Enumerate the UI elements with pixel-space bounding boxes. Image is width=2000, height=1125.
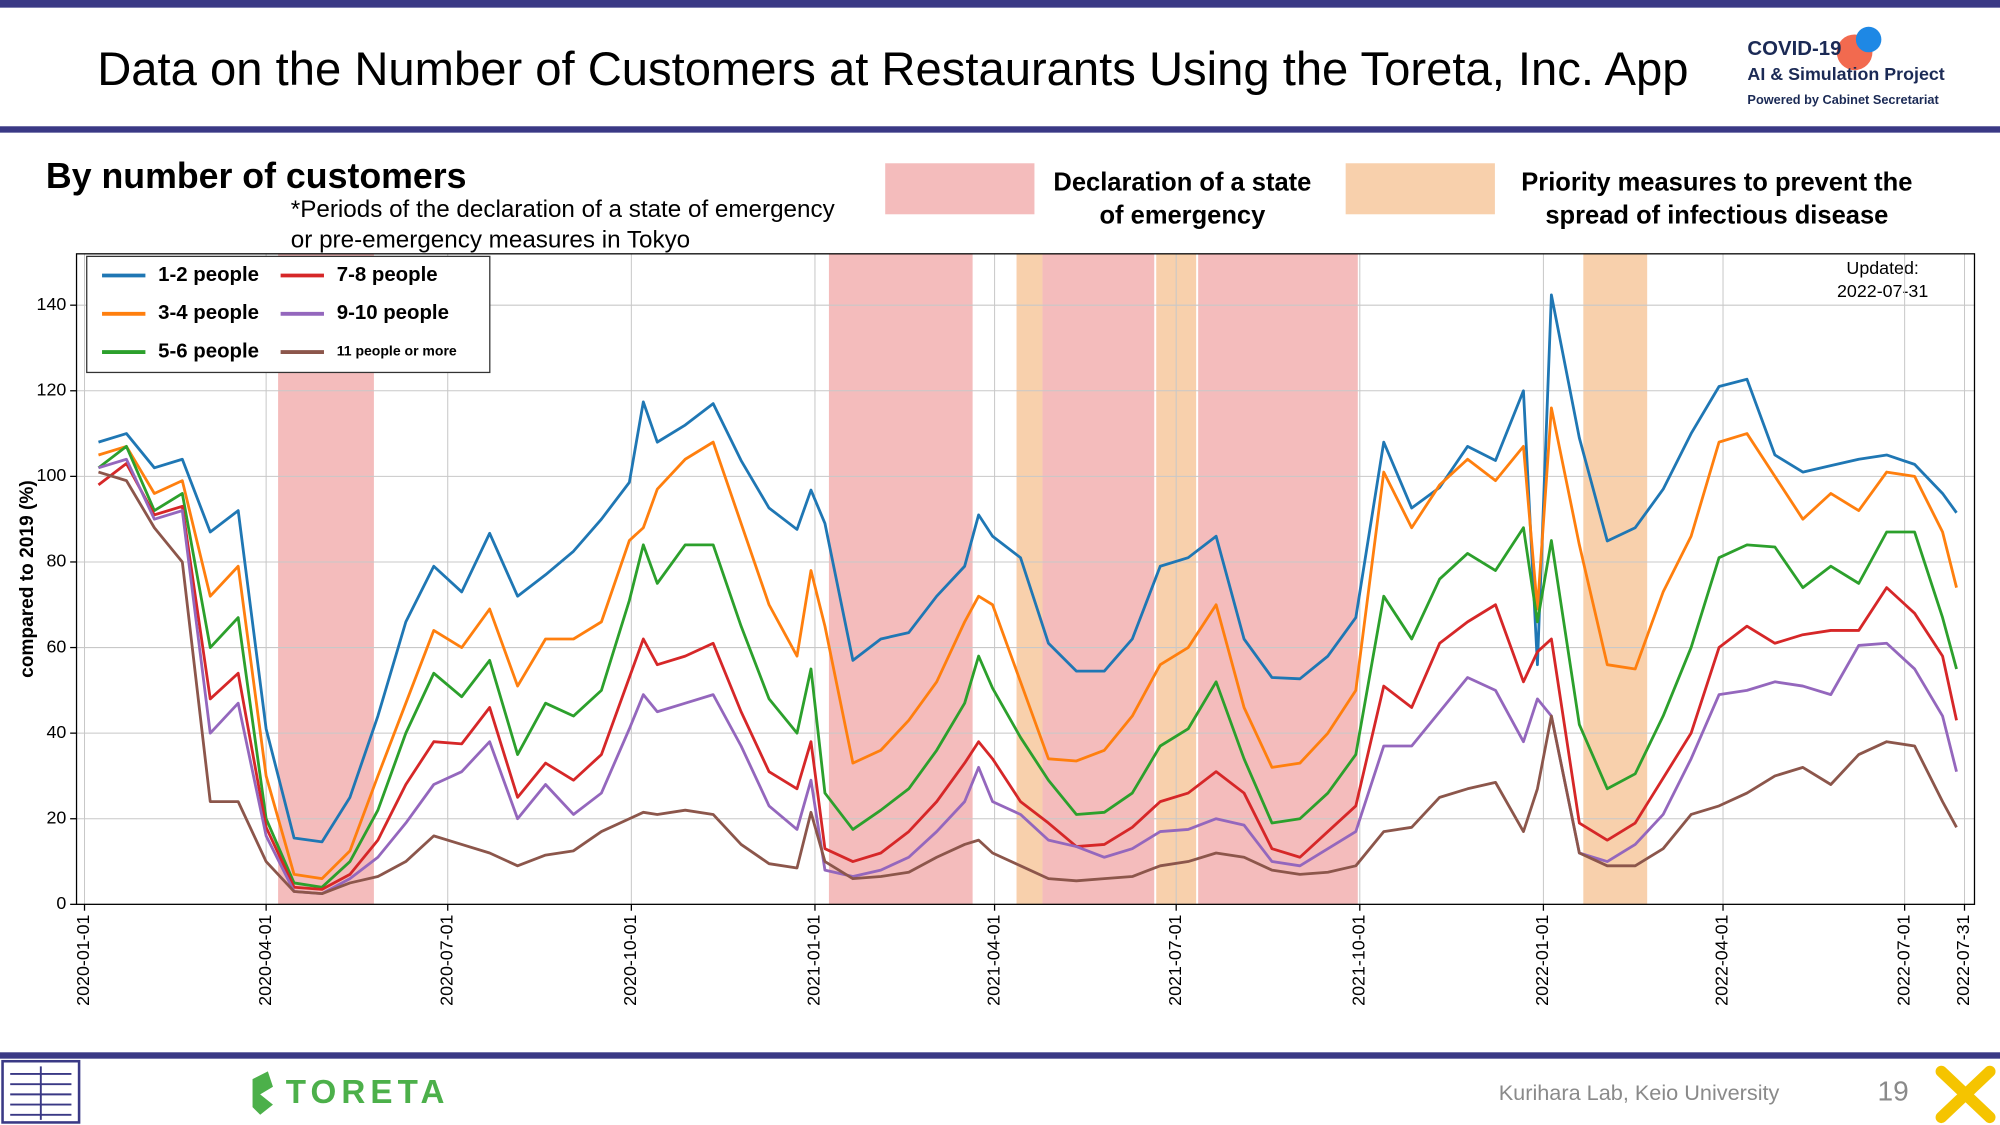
page-number: 19	[1878, 1076, 1909, 1107]
y-tick-label: 60	[46, 636, 66, 656]
series-line	[97, 445, 1958, 889]
title-rule	[0, 126, 2000, 133]
legend-label: 1-2 people	[158, 264, 259, 286]
y-tick-label: 120	[37, 379, 67, 399]
legend-label: 9-10 people	[337, 302, 449, 324]
x-tick-label: 2021-07-01	[1165, 914, 1185, 1005]
shaded-period	[1042, 253, 1155, 905]
shade-legend-label: of emergency	[1099, 202, 1266, 230]
plot-frame	[75, 253, 1976, 905]
slide-title: Data on the Number of Customers at Resta…	[97, 43, 1688, 96]
legend-label: 5-6 people	[158, 340, 259, 362]
shaded-period	[1583, 253, 1648, 905]
y-tick-label: 140	[37, 294, 67, 314]
x-tick-label: 2022-07-31	[1953, 914, 1973, 1005]
y-tick-label: 0	[56, 893, 66, 913]
updated-date: 2022-07-31	[1837, 281, 1928, 301]
legend-label: 3-4 people	[158, 302, 259, 324]
footer-rule	[0, 1052, 2000, 1059]
footer-logo-right	[1935, 1065, 1996, 1124]
series-line	[98, 470, 1958, 896]
legend-label: 7-8 people	[337, 264, 438, 286]
y-tick-label: 80	[46, 551, 66, 571]
x-tick-label: 2020-07-01	[436, 914, 456, 1005]
series-line	[98, 457, 1958, 896]
y-tick-label: 40	[46, 722, 66, 742]
legend-label: 11 people or more	[337, 343, 457, 359]
x-tick-label: 2021-04-01	[983, 914, 1003, 1005]
updated-label: Updated:	[1846, 258, 1918, 278]
series-line	[98, 293, 1958, 844]
partner-icon	[252, 1071, 273, 1115]
y-axis-label: compared to 2019 (%)	[17, 480, 38, 678]
series-line	[98, 406, 1958, 881]
top-bar	[0, 0, 2000, 8]
x-tick-label: 2021-10-01	[1349, 914, 1369, 1005]
x-tick-label: 2022-07-01	[1893, 914, 1913, 1005]
subtitle: By number of customers	[46, 156, 467, 196]
logo-title: COVID-19	[1747, 38, 1841, 60]
shade-legend-label: spread of infectious disease	[1545, 202, 1888, 230]
x-tick-label: 2021-01-01	[804, 914, 824, 1005]
shaded-period	[1016, 253, 1043, 905]
shade-legend-label: Priority measures to prevent the	[1521, 168, 1912, 196]
partner-name: TORETA	[286, 1074, 450, 1111]
x-tick-label: 2020-04-01	[255, 914, 275, 1005]
x-tick-label: 2022-01-01	[1532, 914, 1552, 1005]
logo-project: AI & Simulation Project	[1747, 64, 1944, 84]
footer-logo-left	[1, 1059, 81, 1124]
shade-legend-swatch	[885, 163, 1035, 215]
shaded-period	[1198, 253, 1358, 905]
y-tick-label: 100	[37, 465, 67, 485]
credit: Kurihara Lab, Keio University	[1499, 1080, 1780, 1105]
note-line: *Periods of the declaration of a state o…	[291, 196, 836, 223]
x-tick-label: 2022-04-01	[1712, 914, 1732, 1005]
y-tick-label: 20	[46, 807, 66, 827]
note-line: or pre-emergency measures in Tokyo	[291, 226, 690, 253]
shade-legend-swatch	[1345, 163, 1495, 215]
shade-legend-label: Declaration of a state	[1053, 168, 1311, 196]
x-tick-label: 2020-10-01	[620, 914, 640, 1005]
logo-dot	[1855, 26, 1882, 53]
x-tick-label: 2020-01-01	[73, 914, 93, 1005]
logo-powered: Powered by Cabinet Secretariat	[1747, 92, 1939, 107]
series-line	[97, 462, 1958, 891]
